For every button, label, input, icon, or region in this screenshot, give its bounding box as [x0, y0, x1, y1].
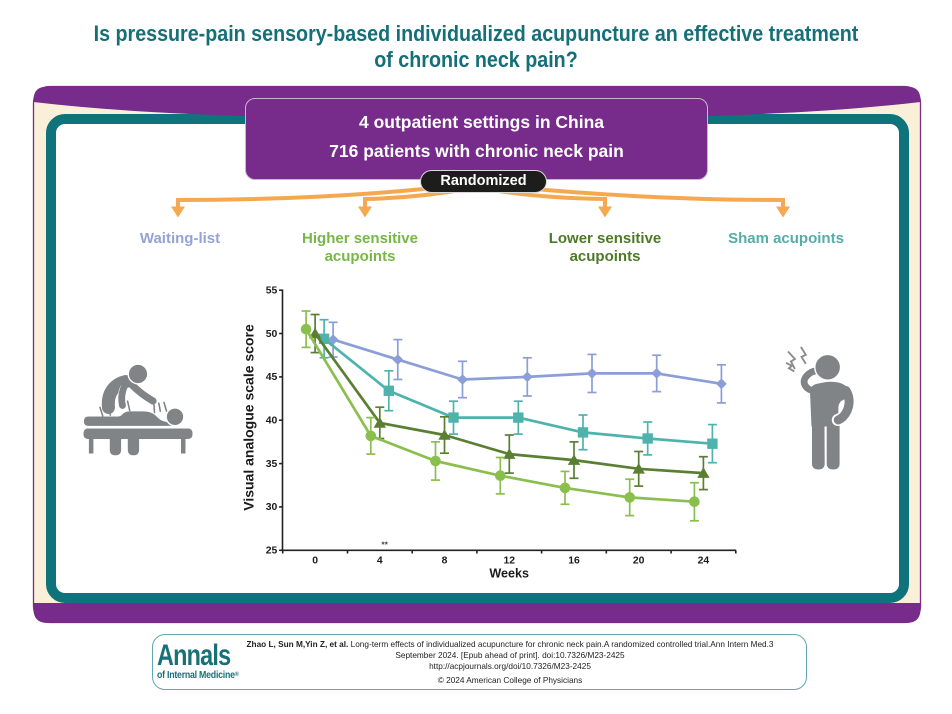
- svg-text:35: 35: [266, 459, 278, 470]
- svg-text:50: 50: [266, 329, 278, 340]
- svg-text:30: 30: [266, 502, 278, 513]
- svg-text:24: 24: [698, 556, 710, 567]
- svg-text:8: 8: [442, 556, 448, 567]
- svg-text:40: 40: [266, 416, 278, 427]
- svg-text:Visual analogue scale score: Visual analogue scale score: [241, 324, 257, 511]
- svg-text:**: **: [381, 539, 388, 549]
- svg-text:25: 25: [266, 546, 278, 557]
- svg-text:20: 20: [633, 556, 645, 567]
- svg-text:12: 12: [504, 556, 516, 567]
- svg-text:0: 0: [312, 556, 318, 567]
- svg-text:45: 45: [266, 372, 278, 383]
- svg-text:55: 55: [266, 286, 278, 297]
- svg-text:16: 16: [568, 556, 580, 567]
- svg-text:Weeks: Weeks: [489, 566, 529, 580]
- svg-text:4: 4: [377, 556, 383, 567]
